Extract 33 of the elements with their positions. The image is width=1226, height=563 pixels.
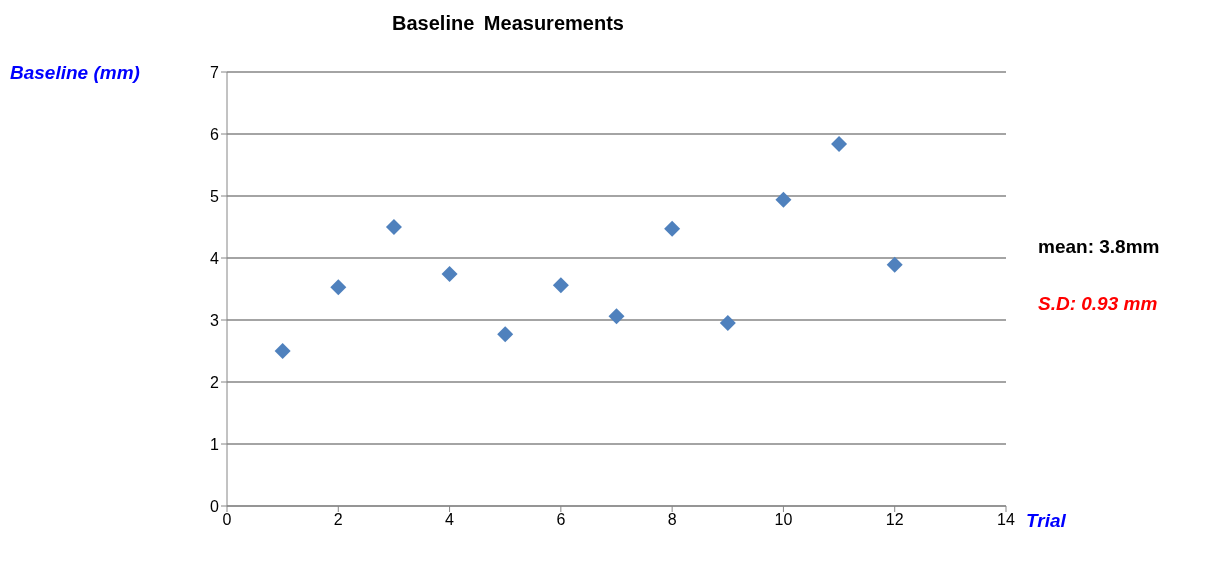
point <box>441 266 458 283</box>
x-tick-label: 0 <box>222 511 232 529</box>
y-axis-title: Baseline (mm) <box>10 62 140 84</box>
y-tick-label: 0 <box>210 497 220 515</box>
point <box>831 135 848 152</box>
y-tick-label: 1 <box>210 435 220 453</box>
y-tick-label: 3 <box>210 311 220 329</box>
x-tick-label: 14 <box>997 511 1015 529</box>
point <box>497 326 514 343</box>
y-tick-label: 2 <box>210 373 220 391</box>
y-tick-label: 7 <box>210 63 220 81</box>
point <box>664 220 681 237</box>
point <box>274 343 291 359</box>
x-tick-label: 4 <box>445 511 455 529</box>
x-tick-label: 2 <box>333 511 343 529</box>
point <box>719 315 736 332</box>
text: S.D: 0.93 mm <box>1038 293 1158 315</box>
y-tick-label: 5 <box>210 187 220 205</box>
y-tick-label: 6 <box>210 125 220 143</box>
point <box>385 219 402 235</box>
chart-title: Baseline Measurements <box>391 12 625 35</box>
x-tick-label: 8 <box>667 511 677 529</box>
text: mean: 3.8mm <box>1038 236 1160 258</box>
point <box>330 279 347 296</box>
point <box>608 308 625 325</box>
point <box>775 191 792 208</box>
point <box>552 277 569 294</box>
x-tick-label: 12 <box>885 511 904 529</box>
x-axis-title: Trial <box>1026 510 1066 532</box>
y-tick-label: 4 <box>210 249 220 267</box>
point <box>886 256 903 273</box>
x-tick-label: 10 <box>774 511 793 529</box>
x-tick-label: 6 <box>556 511 566 529</box>
